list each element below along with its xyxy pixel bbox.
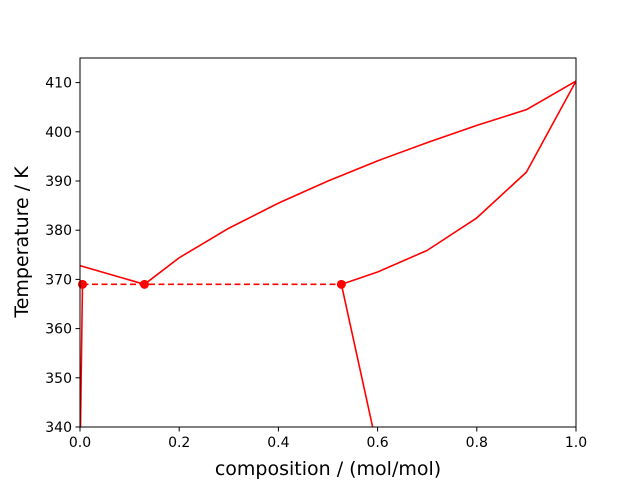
plot-frame: [79, 57, 577, 428]
series-line-4: [80, 284, 84, 427]
x-tick-label: 1.0: [565, 435, 587, 451]
series-line-2: [341, 80, 576, 286]
x-axis-ticks: 0.0 0.2 0.4 0.6 0.8 1.0: [69, 427, 587, 451]
y-tick-label: 400: [45, 125, 72, 141]
x-axis-label: composition / (mol/mol): [215, 458, 441, 480]
x-tick-label: 0.8: [466, 435, 488, 451]
x-tick-label: 0.4: [267, 435, 289, 451]
series-line-3: [340, 284, 374, 427]
y-axis-ticks: 340 350 360 370 380 390 400 410: [45, 76, 80, 436]
y-tick-label: 380: [45, 223, 72, 239]
y-tick-label: 360: [45, 322, 72, 338]
data-point-marker-2: [336, 279, 346, 289]
data-point-marker-1: [139, 279, 149, 289]
series-line-1: [143, 80, 576, 285]
series-line-0: [80, 264, 145, 286]
x-tick-label: 0.6: [366, 435, 388, 451]
y-axis-label: Temperature / K: [11, 166, 33, 319]
data-point-marker-0: [77, 279, 87, 289]
y-tick-label: 410: [45, 76, 72, 92]
y-tick-label: 350: [45, 371, 72, 387]
y-tick-label: 340: [45, 420, 72, 436]
x-tick-label: 0.0: [69, 435, 91, 451]
y-tick-label: 370: [45, 272, 72, 288]
x-tick-label: 0.2: [168, 435, 190, 451]
series-layer: [80, 80, 576, 427]
y-tick-label: 390: [45, 174, 72, 190]
